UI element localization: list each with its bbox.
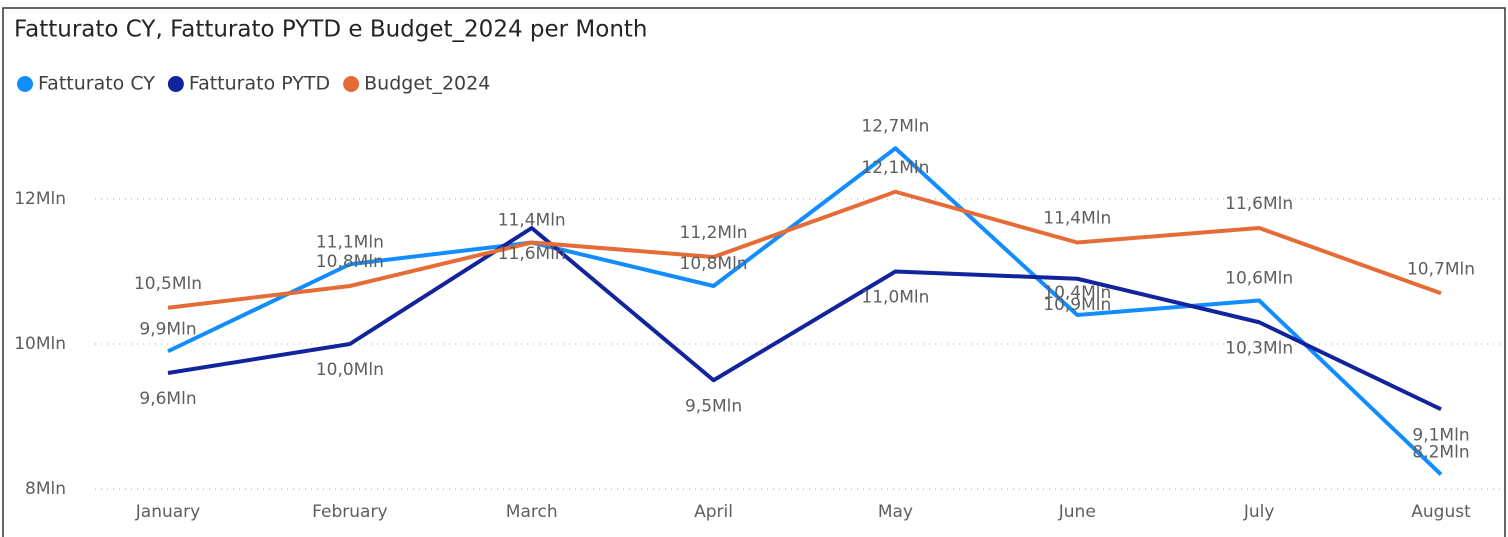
legend-label: Fatturato PYTD xyxy=(189,73,330,95)
x-tick-label: March xyxy=(506,502,558,522)
legend-marker xyxy=(167,76,184,92)
legend-label: Fatturato CY xyxy=(38,73,155,95)
data-label: 10,6Mln xyxy=(1225,269,1293,289)
data-label: 10,5Mln xyxy=(134,274,202,294)
legend-marker xyxy=(343,76,360,92)
data-label: 11,0Mln xyxy=(861,288,929,308)
series-line xyxy=(167,226,1442,412)
data-label: 9,6Mln xyxy=(139,389,196,409)
data-label: 10,0Mln xyxy=(316,360,384,380)
data-label: 9,5Mln xyxy=(685,396,742,416)
data-label: 11,1Mln xyxy=(316,232,384,252)
data-label: 10,3Mln xyxy=(1225,338,1293,358)
data-label: 12,7Mln xyxy=(861,116,929,136)
x-tick-label: July xyxy=(1243,502,1275,522)
x-tick-label: February xyxy=(312,502,387,522)
data-label: 11,4Mln xyxy=(498,211,566,231)
data-label: 9,9Mln xyxy=(139,319,196,339)
data-label: 9,1Mln xyxy=(1412,425,1469,445)
data-label: 8,2Mln xyxy=(1412,443,1469,463)
frame xyxy=(2,7,1506,537)
data-label: 11,6Mln xyxy=(498,244,566,264)
series-line xyxy=(167,189,1442,310)
data-label: 12,1Mln xyxy=(861,158,929,178)
data-label: 10,8Mln xyxy=(680,254,748,274)
x-tick-label: May xyxy=(878,502,913,522)
data-label: 10,4Mln xyxy=(1043,283,1111,303)
legend-label: Budget_2024 xyxy=(364,73,490,95)
legend-marker xyxy=(17,76,33,92)
data-label: 11,2Mln xyxy=(680,223,748,243)
y-tick-label: 10Mln xyxy=(14,334,66,354)
y-tick-label: 8Mln xyxy=(25,479,66,499)
data-label: 10,9Mln xyxy=(1043,295,1111,315)
y-tick-label: 12Mln xyxy=(14,189,66,209)
data-label: 11,4Mln xyxy=(1043,209,1111,229)
x-tick-label: January xyxy=(135,502,200,522)
x-tick-label: August xyxy=(1411,502,1471,522)
data-label: 10,7Mln xyxy=(1407,259,1475,279)
data-label: 11,6Mln xyxy=(1225,194,1293,214)
x-tick-label: June xyxy=(1058,502,1096,522)
x-tick-label: April xyxy=(694,502,733,522)
data-label: 10,8Mln xyxy=(316,252,384,272)
series-line xyxy=(167,146,1443,476)
chart-title: Fatturato CY, Fatturato PYTD e Budget_20… xyxy=(14,17,648,43)
